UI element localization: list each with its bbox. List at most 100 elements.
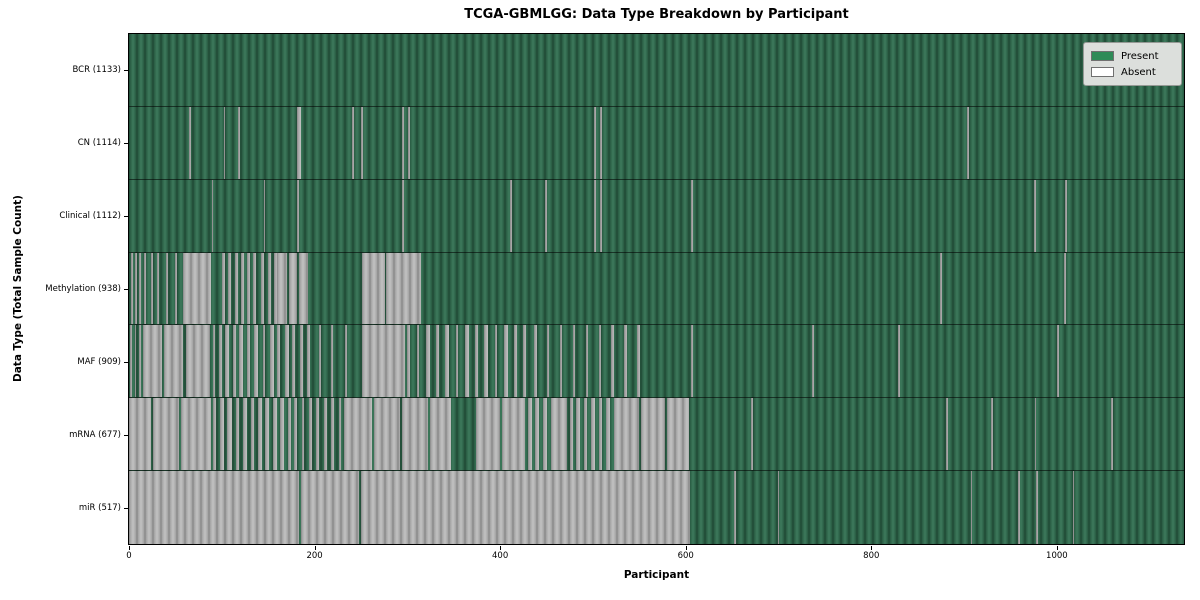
x-tick-label: 800 <box>863 551 880 561</box>
absent-segment <box>624 325 628 398</box>
absent-segment <box>1017 471 1020 544</box>
x-tick-mark <box>314 546 316 550</box>
y-tick-label-maf: MAF (909) <box>77 356 121 367</box>
absent-segment <box>534 325 538 398</box>
absent-segment <box>268 252 271 325</box>
absent-segment <box>970 471 973 544</box>
x-tick-mark <box>871 546 873 550</box>
absent-segment <box>296 179 299 252</box>
y-tick-label-mrna: mRNA (677) <box>69 429 121 440</box>
absent-segment <box>166 252 168 325</box>
absent-segment <box>309 398 312 471</box>
legend-swatch-present <box>1091 51 1114 61</box>
absent-segment <box>180 398 211 471</box>
absent-segment <box>129 471 299 544</box>
absent-segment <box>142 325 163 398</box>
absent-segment <box>494 325 498 398</box>
absent-segment <box>598 398 603 471</box>
absent-segment <box>253 252 257 325</box>
absent-segment <box>691 325 694 398</box>
absent-segment <box>299 325 304 398</box>
absent-segment <box>288 252 297 325</box>
absent-segment <box>182 252 211 325</box>
legend-label: Absent <box>1121 66 1156 78</box>
absent-segment <box>129 398 152 471</box>
matrix-row-clinical <box>129 179 1184 253</box>
absent-segment <box>265 398 270 471</box>
absent-segment <box>637 325 641 398</box>
absent-segment <box>292 325 296 398</box>
absent-segment <box>593 179 596 252</box>
matrix-row-mrna <box>129 398 1184 472</box>
absent-segment <box>298 252 309 325</box>
absent-segment <box>260 252 265 325</box>
absent-segment <box>262 325 266 398</box>
absent-segment <box>129 325 132 398</box>
absent-segment <box>277 252 287 325</box>
plot-area <box>128 33 1185 545</box>
absent-segment <box>1035 471 1039 544</box>
absent-segment <box>523 325 527 398</box>
y-tick-mark <box>124 70 128 72</box>
absent-segment <box>733 471 736 544</box>
absent-segment <box>277 325 281 398</box>
absent-segment <box>401 398 428 471</box>
absent-segment <box>429 398 451 471</box>
absent-segment <box>514 325 517 398</box>
absent-segment <box>361 325 405 398</box>
absent-segment <box>966 106 969 179</box>
y-tick-mark <box>124 216 128 218</box>
y-tick-mark <box>124 434 128 436</box>
absent-segment <box>246 252 250 325</box>
absent-segment <box>270 325 274 398</box>
absent-segment <box>691 179 694 252</box>
x-tick-label: 1000 <box>1046 551 1068 561</box>
absent-segment <box>301 398 305 471</box>
absent-segment <box>544 179 547 252</box>
absent-segment <box>546 325 550 398</box>
absent-segment <box>241 252 245 325</box>
absent-segment <box>232 325 236 398</box>
absent-segment <box>300 471 360 544</box>
absent-segment <box>227 398 232 471</box>
absent-segment <box>408 106 411 179</box>
absent-segment <box>331 325 334 398</box>
x-tick-mark <box>1056 546 1058 550</box>
absent-segment <box>296 106 301 179</box>
absent-segment <box>502 398 526 471</box>
matrix-row-methylation <box>129 252 1184 326</box>
absent-segment <box>156 252 159 325</box>
absent-segment <box>189 106 192 179</box>
absent-segment <box>585 325 589 398</box>
absent-segment <box>219 325 222 398</box>
absent-segment <box>542 398 547 471</box>
absent-segment <box>254 325 258 398</box>
absent-segment <box>445 325 450 398</box>
absent-segment <box>401 106 404 179</box>
matrix-row-maf <box>129 325 1184 399</box>
absent-segment <box>239 325 244 398</box>
legend: Present Absent <box>1083 42 1182 86</box>
absent-segment <box>344 398 373 471</box>
absent-segment <box>139 252 142 325</box>
absent-segment <box>551 398 567 471</box>
absent-segment <box>272 398 277 471</box>
absent-segment <box>135 252 138 325</box>
matrix-row-mir <box>129 471 1184 544</box>
absent-segment <box>143 252 146 325</box>
absent-segment <box>221 252 225 325</box>
absent-segment <box>287 398 292 471</box>
absent-segment <box>153 398 180 471</box>
absent-segment <box>345 325 348 398</box>
legend-label: Present <box>1121 50 1159 62</box>
absent-segment <box>1056 325 1059 398</box>
absent-segment <box>338 398 342 471</box>
y-tick-mark <box>124 361 128 363</box>
absent-segment <box>246 325 250 398</box>
legend-swatch-absent <box>1091 67 1114 77</box>
absent-segment <box>212 398 217 471</box>
absent-segment <box>777 471 780 544</box>
absent-segment <box>484 325 489 398</box>
x-tick-mark <box>129 546 130 550</box>
